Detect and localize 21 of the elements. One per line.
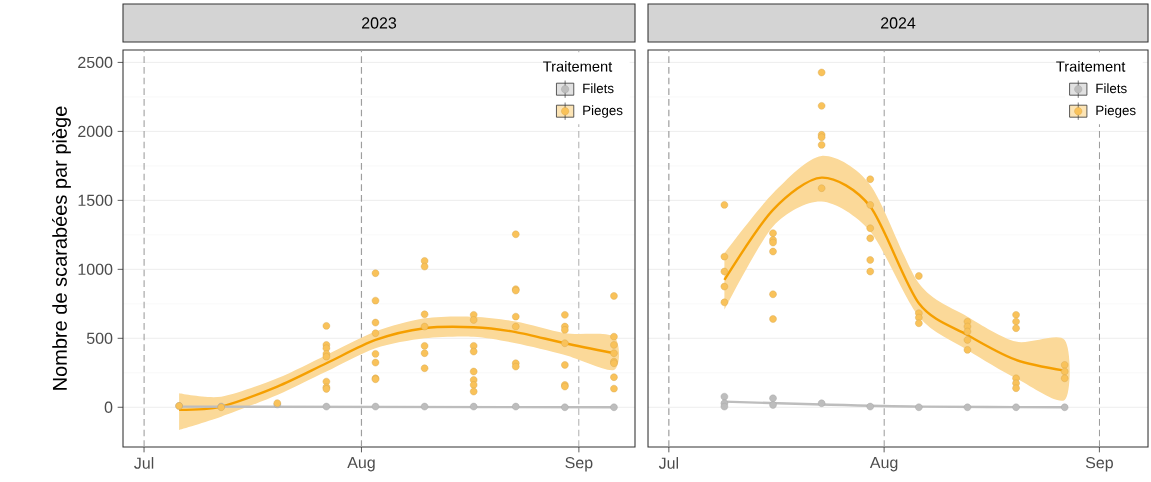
x-tick-label: Aug xyxy=(347,457,375,472)
x-tick-label: Jul xyxy=(658,457,678,469)
chart-title: 2024 xyxy=(881,17,916,29)
legend-label: Pieges xyxy=(583,105,623,118)
y-tick-label: 1500 xyxy=(78,194,113,207)
x-tick-label: Aug xyxy=(869,457,898,472)
chart-title: 2023 xyxy=(362,17,397,29)
legend-label: Pieges xyxy=(1096,105,1136,118)
y-tick-label: 0 xyxy=(104,401,113,413)
legend-title: Traitement xyxy=(1056,60,1126,72)
legend-label: Filets xyxy=(583,83,614,94)
y-tick-label: 500 xyxy=(86,332,113,344)
x-tick-label: Sep xyxy=(1085,457,1113,472)
legend-label: Filets xyxy=(1096,83,1127,94)
x-tick-label: Jul xyxy=(134,457,154,469)
legend-title: Traitement xyxy=(543,60,613,72)
y-tick-label: 1000 xyxy=(78,263,113,275)
y-axis-title: Nombre de scarabées par piège xyxy=(52,106,71,390)
y-tick-label: 2500 xyxy=(78,56,113,69)
y-tick-label: 2000 xyxy=(78,125,113,138)
x-tick-label: Sep xyxy=(565,457,593,472)
